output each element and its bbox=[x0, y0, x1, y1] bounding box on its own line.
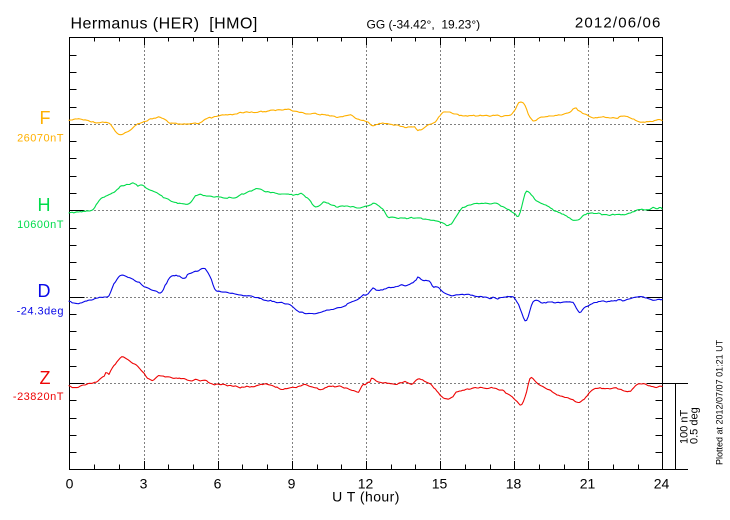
svg-text:-24.3deg: -24.3deg bbox=[17, 306, 64, 318]
svg-text:10600nT: 10600nT bbox=[17, 219, 64, 231]
svg-text:0: 0 bbox=[66, 476, 74, 492]
svg-text:D: D bbox=[38, 281, 51, 301]
svg-text:100 nT: 100 nT bbox=[679, 409, 691, 444]
svg-text:GG (-34.42°, 19.23°): GG (-34.42°, 19.23°) bbox=[367, 18, 481, 32]
svg-text:H: H bbox=[38, 195, 51, 215]
svg-text:3: 3 bbox=[140, 476, 148, 492]
svg-text:21: 21 bbox=[580, 476, 596, 492]
svg-text:2012/06/06: 2012/06/06 bbox=[575, 15, 662, 32]
svg-text:15: 15 bbox=[432, 476, 448, 492]
svg-text:Z: Z bbox=[40, 368, 51, 388]
svg-text:26070nT: 26070nT bbox=[17, 133, 64, 145]
svg-text:0.5 deg: 0.5 deg bbox=[689, 407, 701, 444]
svg-text:24: 24 bbox=[654, 476, 670, 492]
svg-text:6: 6 bbox=[214, 476, 222, 492]
svg-text:Hermanus (HER) [HMO]: Hermanus (HER) [HMO] bbox=[71, 16, 258, 33]
svg-text:9: 9 bbox=[288, 476, 296, 492]
svg-text:U T (hour): U T (hour) bbox=[332, 489, 400, 505]
svg-text:12: 12 bbox=[358, 476, 374, 492]
svg-text:F: F bbox=[40, 108, 51, 128]
svg-text:18: 18 bbox=[506, 476, 522, 492]
svg-text:Plotted at 2012/07/07 01:21 UT: Plotted at 2012/07/07 01:21 UT bbox=[715, 339, 725, 465]
svg-text:-23820nT: -23820nT bbox=[13, 391, 64, 403]
